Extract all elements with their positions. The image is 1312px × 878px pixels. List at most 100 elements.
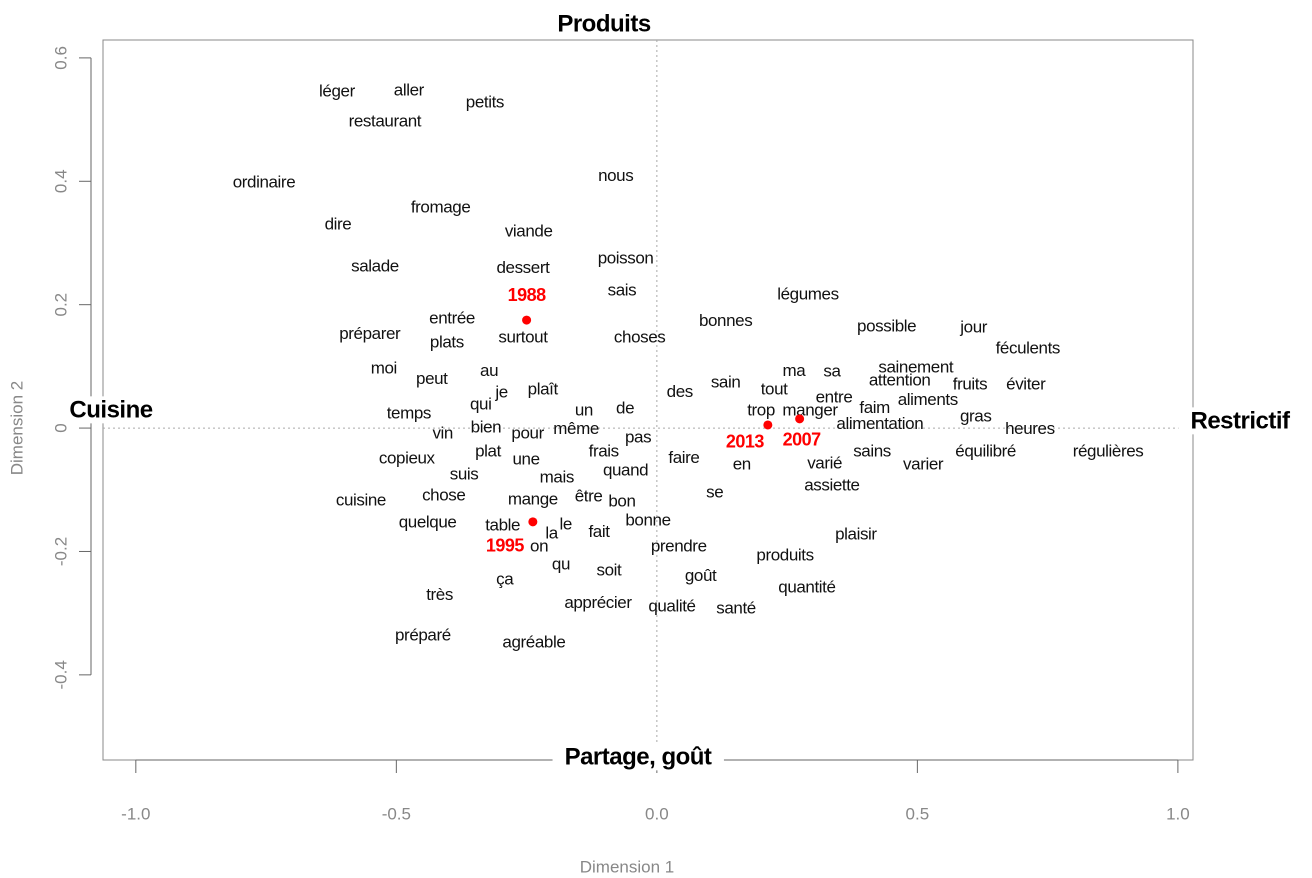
word: entre [816,387,853,406]
word: fromage [411,197,471,216]
word: entrée [429,308,475,327]
word: temps [387,403,431,422]
word: aller [394,81,425,100]
word: jour [959,318,987,337]
word: quand [603,461,648,480]
word: qu [552,555,570,574]
word: être [575,487,603,506]
axis-pole-top: Produits [545,10,663,38]
x-tick-label: 0.0 [645,804,669,823]
word: mange [508,490,558,509]
word: nous [598,166,633,185]
word: gras [960,406,991,425]
word: suis [450,464,479,483]
word: sainement [878,358,954,377]
y-tick-label: -0.2 [51,537,70,566]
word: choses [614,327,665,346]
label-background [552,743,724,771]
word: agréable [502,632,565,651]
plot-frame [102,39,1194,761]
word: des [667,382,693,401]
word: surtout [498,327,548,346]
year-point [763,420,773,430]
year-label: 2007 [783,430,822,450]
word: prendre [651,537,707,556]
word: au [480,361,498,380]
word: ça [496,569,514,588]
word: un [575,400,593,419]
word: je [494,382,507,401]
word: très [426,585,453,604]
word: assiette [804,476,859,495]
axis-pole-bottom: Partage, goût [552,743,724,771]
year-point [528,517,538,527]
axis-pole-right: Restrictif [1178,407,1304,435]
word: féculents [996,339,1060,358]
word: bien [471,418,502,437]
word: plat [475,442,501,461]
word: frais [589,442,619,461]
x-tick-label: 1.0 [1166,804,1190,823]
word: possible [857,316,916,335]
word: légumes [777,284,838,303]
word: sains [853,442,891,461]
word: produits [756,545,813,564]
word: quantité [778,577,835,596]
year-label: 1995 [486,536,525,556]
word: de [616,398,634,417]
y-tick-label: 0.4 [51,169,70,193]
word: heures [1005,419,1055,438]
word: copieux [379,448,436,467]
pole-label: Cuisine [69,396,152,423]
word: qui [470,395,492,414]
word: plats [430,332,464,351]
pole-label: Partage, goût [565,743,712,770]
x-tick-label: 0.5 [906,804,930,823]
y-axis-label: Dimension 2 [7,381,26,476]
word: trop [747,400,775,419]
word: équilibré [955,442,1016,461]
word: éviter [1006,374,1046,393]
word: préparé [395,625,451,644]
word: petits [466,92,504,111]
y-tick-label: -0.4 [51,660,70,689]
word: ordinaire [233,173,296,192]
word: varié [807,453,842,472]
word: en [733,455,751,474]
word: fruits [953,374,987,393]
word: dire [325,215,352,234]
word: viande [505,221,553,240]
word: bon [608,492,635,511]
word: qualité [648,596,695,615]
year-label: 2013 [726,432,765,452]
word: dessert [496,258,550,277]
word: faim [859,398,890,417]
word: même [553,419,599,438]
word: sais [608,281,637,300]
x-axis-label: Dimension 1 [580,857,675,876]
word: restaurant [349,112,422,131]
word: bonne [625,511,670,530]
word: sa [823,361,841,380]
year-point [795,414,805,424]
word: le [559,514,571,533]
word: alimentation [836,414,923,433]
word: sain [711,373,741,392]
word: salade [351,257,399,276]
pole-label: Restrictif [1190,407,1291,434]
word: peut [416,369,448,388]
label-background [545,10,663,38]
word: régulières [1073,442,1144,461]
y-tick-label: 0.6 [51,46,70,70]
word: moi [371,358,397,377]
word: santé [716,598,756,617]
y-tick-label: 0 [51,423,70,432]
word: fait [588,522,610,541]
word: on [530,537,548,556]
word: vin [432,424,453,443]
label-background [1178,407,1304,435]
word: préparer [339,324,401,343]
year-point [522,315,532,325]
x-tick-label: -1.0 [121,804,150,823]
